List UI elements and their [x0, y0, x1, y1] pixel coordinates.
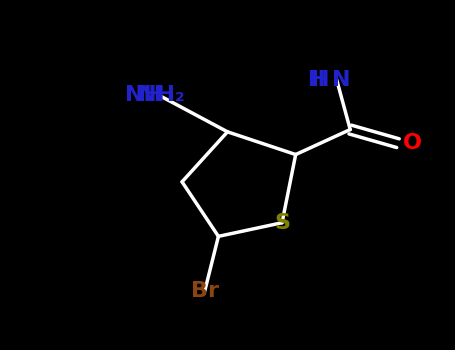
Text: NH₂: NH₂: [138, 85, 185, 105]
Text: NH: NH: [125, 85, 162, 105]
Text: Br: Br: [191, 281, 219, 301]
Text: H: H: [311, 70, 330, 90]
Text: O: O: [403, 133, 421, 153]
Text: N: N: [332, 70, 350, 90]
Text: S: S: [274, 213, 290, 233]
Text: H: H: [308, 70, 325, 90]
